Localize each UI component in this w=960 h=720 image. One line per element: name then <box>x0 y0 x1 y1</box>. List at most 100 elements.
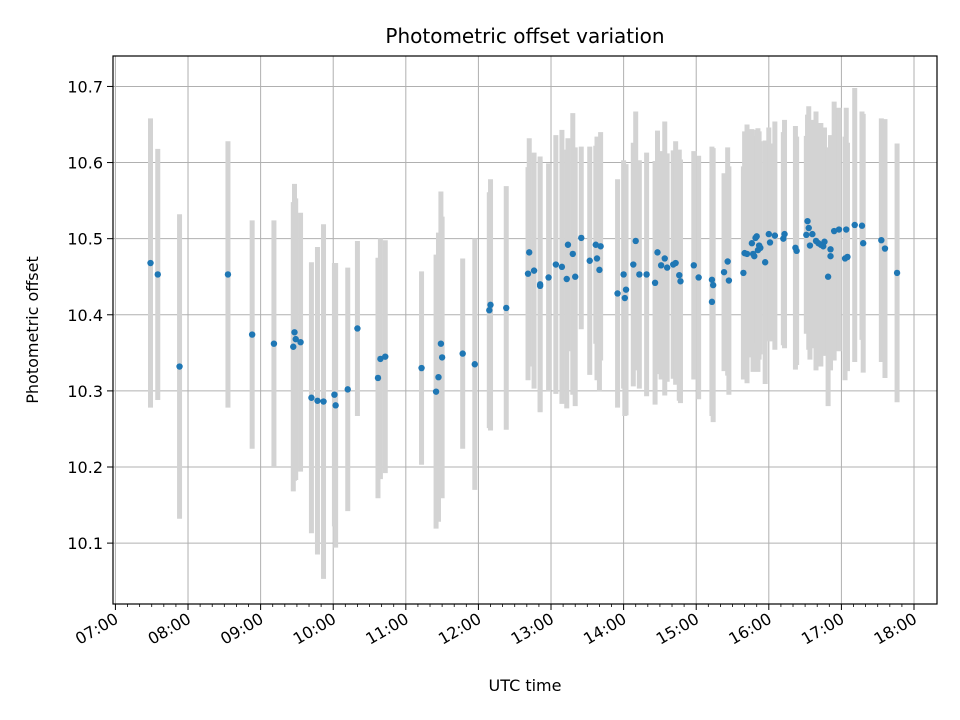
data-point <box>545 274 552 281</box>
data-point <box>843 226 850 233</box>
data-point <box>332 402 339 409</box>
data-point <box>690 262 697 269</box>
data-point <box>354 325 361 332</box>
data-point <box>290 343 297 350</box>
x-tick-label: 14:00 <box>580 609 629 649</box>
data-point <box>757 244 764 251</box>
data-point <box>147 259 154 267</box>
data-point <box>248 331 256 338</box>
data-point <box>643 271 650 278</box>
x-tick-label: 13:00 <box>508 609 557 649</box>
x-tick-label: 18:00 <box>871 609 920 649</box>
data-point <box>708 298 716 306</box>
data-point <box>771 232 779 239</box>
data-point <box>297 338 304 346</box>
data-point <box>536 282 544 290</box>
data-point <box>725 277 733 284</box>
data-point <box>270 340 278 347</box>
data-point <box>859 240 867 247</box>
data-point <box>677 278 684 285</box>
x-tick-label: 12:00 <box>435 609 484 649</box>
data-point <box>344 386 351 393</box>
data-point <box>459 350 466 357</box>
y-tick-label: 10.4 <box>67 306 103 325</box>
data-point <box>620 271 627 278</box>
data-point <box>578 234 585 242</box>
data-point <box>154 271 161 278</box>
data-point <box>224 271 232 278</box>
x-tick-label: 07:00 <box>72 609 121 649</box>
data-point <box>844 253 851 261</box>
data-point <box>438 354 446 361</box>
data-point <box>851 221 858 229</box>
data-point <box>632 237 639 245</box>
data-point <box>740 269 747 277</box>
y-tick-label: 10.7 <box>67 77 103 96</box>
data-point <box>593 255 601 262</box>
data-point <box>563 275 570 283</box>
plot-frame <box>112 55 938 605</box>
data-point <box>432 388 440 395</box>
x-axis: 07:00 08:00 09:00 10:00 11:00 12:00 13:00 14:00… <box>72 604 920 649</box>
y-tick-label: 10.6 <box>67 154 103 173</box>
data-point <box>437 340 445 347</box>
data-point <box>806 242 814 249</box>
data-point <box>636 271 643 278</box>
x-tick-label: 16:00 <box>725 609 774 649</box>
x-tick-label: 11:00 <box>362 609 411 649</box>
data-point <box>663 264 671 271</box>
data-point <box>753 233 760 240</box>
data-point <box>881 245 889 252</box>
data-point <box>657 262 665 269</box>
y-axis: 10.1 10.2 10.3 10.4 10.5 10.6 10.7 <box>67 77 113 553</box>
data-point <box>524 270 532 277</box>
data-point <box>418 364 425 372</box>
data-point <box>804 217 811 225</box>
data-point <box>614 290 621 297</box>
data-point <box>291 329 298 336</box>
x-tick-label: 09:00 <box>217 609 266 649</box>
x-tick-label: 10:00 <box>290 609 339 649</box>
data-point <box>471 361 478 368</box>
data-point <box>503 304 510 312</box>
data-point <box>654 249 661 256</box>
data-point <box>292 335 299 343</box>
data-point <box>893 269 901 277</box>
chart-title: Photometric offset variation <box>385 24 664 48</box>
data-point <box>827 252 834 260</box>
y-tick-label: 10.2 <box>67 458 103 477</box>
data-point <box>572 273 579 280</box>
data-point <box>374 374 382 382</box>
data-point <box>621 294 629 302</box>
data-point <box>308 394 315 401</box>
data-point <box>530 267 538 274</box>
data-point <box>435 373 442 381</box>
x-tick-label: 08:00 <box>145 609 194 649</box>
data-point <box>622 286 630 293</box>
data-point <box>835 226 843 233</box>
data-point <box>526 249 533 256</box>
data-point <box>805 224 812 232</box>
data-point <box>314 397 321 404</box>
data-point <box>597 243 604 250</box>
data-point <box>830 227 838 235</box>
data-point <box>751 252 758 260</box>
y-axis-title: Photometric offset <box>23 256 42 404</box>
data-point <box>676 272 683 279</box>
data-point <box>331 391 338 398</box>
data-point <box>552 261 560 268</box>
data-point <box>761 259 769 266</box>
data-point <box>743 250 751 258</box>
data-point <box>176 363 183 370</box>
data-point <box>781 230 788 238</box>
data-point <box>709 281 717 289</box>
data-point <box>720 268 728 276</box>
data-point <box>809 230 816 238</box>
x-tick-label: 17:00 <box>798 609 847 649</box>
data-point <box>486 307 493 314</box>
data-point <box>748 240 756 247</box>
errorbars <box>148 87 900 579</box>
data-point <box>793 247 800 255</box>
data-point <box>695 274 702 281</box>
